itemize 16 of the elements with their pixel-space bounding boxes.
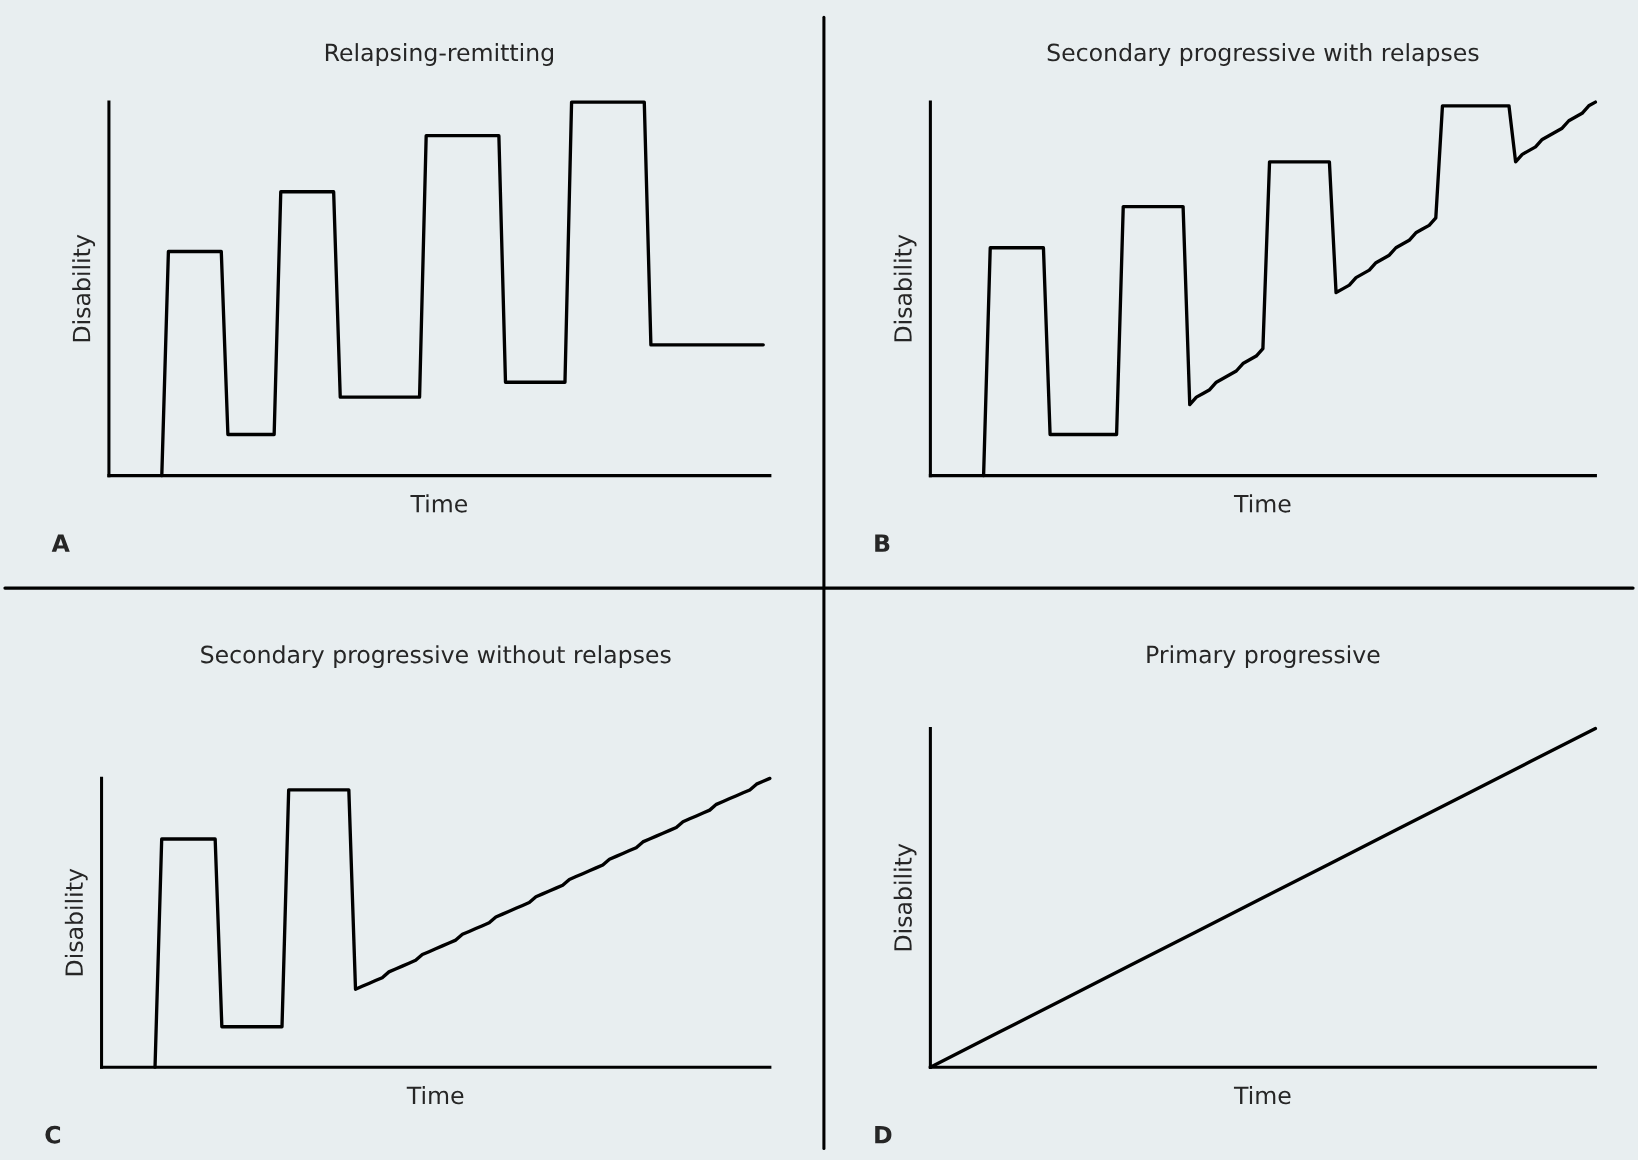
x-axis-title: Time <box>410 494 468 513</box>
chart-title: Relapsing-remitting <box>325 43 553 66</box>
y-axis-title: Disability <box>64 868 88 976</box>
x-axis-title: Time <box>1233 1085 1291 1105</box>
text: B <box>875 534 890 552</box>
y-axis-title: Disability <box>893 843 917 951</box>
text: D <box>875 1126 892 1144</box>
text: A <box>51 534 70 552</box>
y-axis-title: Disability <box>893 234 917 342</box>
chart-title: Secondary progressive with relapses <box>1047 43 1479 66</box>
x-axis-title: Time <box>1233 494 1291 513</box>
chart-title: Secondary progressive without relapses <box>201 645 671 668</box>
chart-title: Primary progressive <box>1147 645 1380 668</box>
y-axis-title: Disability <box>72 234 96 342</box>
x-axis-title: Time <box>406 1085 464 1105</box>
text: C <box>45 1125 61 1144</box>
